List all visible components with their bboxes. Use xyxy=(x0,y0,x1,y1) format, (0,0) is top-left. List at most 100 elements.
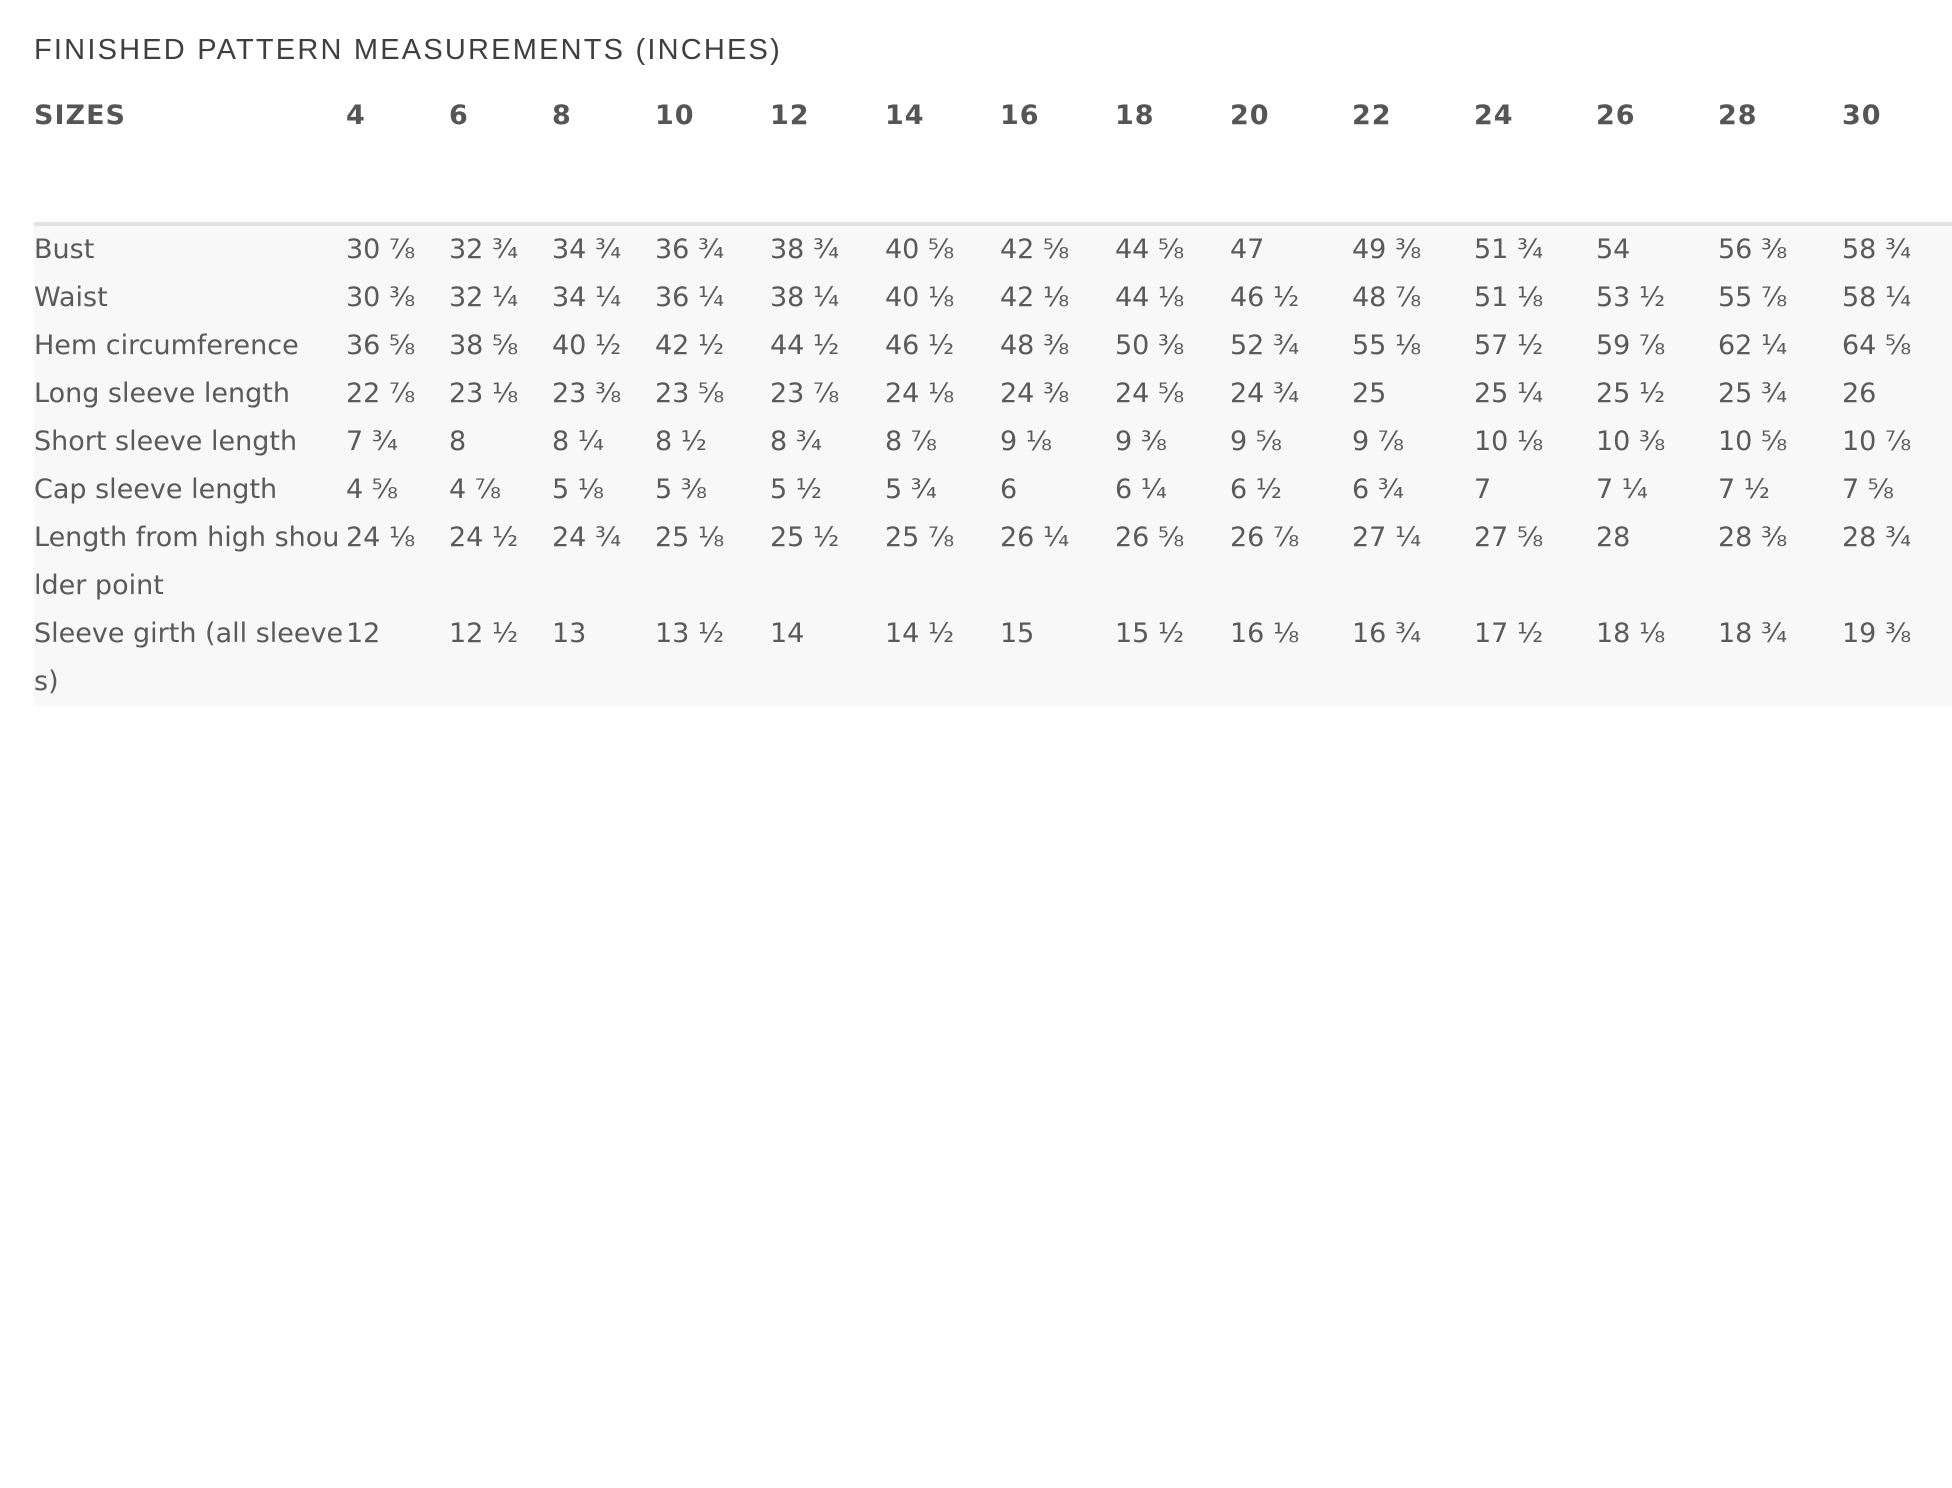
measurement-cell: 30 ⅜ xyxy=(346,282,416,313)
measurement-cell: 32 ¾ xyxy=(449,234,519,265)
measurement-cell: 34 ¼ xyxy=(552,282,622,313)
measurement-cell: 15 xyxy=(1000,618,1035,649)
row-label: Short sleeve length xyxy=(34,426,298,457)
measurement-cell: 64 ⅝ xyxy=(1842,330,1912,361)
measurement-cell: 24 ¾ xyxy=(1230,378,1300,409)
measurements-table: SIZES 4 6 8 10 12 14 16 18 20 22 24 26 28 30 Bust 30 ⅞… xyxy=(34,100,1952,706)
table-row: Hem circumference 36 ⅝ 38 ⅝ 40 ½ 42 ½ 44 ½ 46 … xyxy=(34,322,1952,370)
measurement-cell: 44 ⅝ xyxy=(1115,234,1185,265)
measurement-cell: 10 ⅞ xyxy=(1842,426,1912,457)
measurement-cell: 7 ½ xyxy=(1718,474,1770,505)
measurement-cell: 36 ⅝ xyxy=(346,330,416,361)
measurement-cell: 30 ⅞ xyxy=(346,234,416,265)
row-label: Bust xyxy=(34,234,95,265)
measurement-cell: 40 ⅛ xyxy=(885,282,955,313)
size-header: 14 xyxy=(885,100,925,131)
table-row: Cap sleeve length 4 ⅝ 4 ⅞ 5 ⅛ 5 ⅜ 5 ½ 5 ¾ 6 6 ¼ 6… xyxy=(34,466,1952,514)
measurement-cell: 23 ⅞ xyxy=(770,378,840,409)
measurement-cell: 62 ¼ xyxy=(1718,330,1788,361)
row-label: Length from high shoulder point xyxy=(34,522,340,601)
size-header: 4 xyxy=(346,100,366,131)
sizes-header: SIZES xyxy=(34,100,126,131)
measurement-cell: 38 ⅝ xyxy=(449,330,519,361)
measurement-cell: 49 ⅜ xyxy=(1352,234,1422,265)
size-header: 10 xyxy=(655,100,695,131)
measurement-cell: 59 ⅞ xyxy=(1596,330,1666,361)
measurement-cell: 54 xyxy=(1596,234,1631,265)
measurement-cell: 25 ⅛ xyxy=(655,522,725,553)
size-header: 16 xyxy=(1000,100,1040,131)
measurement-cell: 16 ¾ xyxy=(1352,618,1422,649)
size-header: 8 xyxy=(552,100,572,131)
measurement-cell: 23 ⅝ xyxy=(655,378,725,409)
measurement-cell: 13 xyxy=(552,618,587,649)
page-title: FINISHED PATTERN MEASUREMENTS (INCHES) xyxy=(34,34,782,66)
measurement-cell: 47 xyxy=(1230,234,1265,265)
measurement-cell: 19 ⅜ xyxy=(1842,618,1912,649)
measurement-cell: 10 ⅜ xyxy=(1596,426,1666,457)
table-row: Long sleeve length 22 ⅞ 23 ⅛ 23 ⅜ 23 ⅝ 23 ⅞ 24… xyxy=(34,370,1952,418)
measurement-cell: 10 ⅛ xyxy=(1474,426,1544,457)
measurement-cell: 13 ½ xyxy=(655,618,725,649)
measurement-cell: 24 ⅝ xyxy=(1115,378,1185,409)
measurement-cell: 7 ¼ xyxy=(1596,474,1648,505)
table-row: Short sleeve length 7 ¾ 8 8 ¼ 8 ½ 8 ¾ 8 ⅞ 9 ⅛ 9 … xyxy=(34,418,1952,466)
measurement-cell: 18 ⅛ xyxy=(1596,618,1666,649)
size-header: 26 xyxy=(1596,100,1636,131)
row-label: Sleeve girth (all sleeves) xyxy=(34,618,344,697)
measurement-cell: 25 ½ xyxy=(1596,378,1666,409)
measurement-cell: 36 ¼ xyxy=(655,282,725,313)
measurement-cell: 38 ¾ xyxy=(770,234,840,265)
measurement-cell: 6 ¼ xyxy=(1115,474,1167,505)
measurement-cell: 25 ½ xyxy=(770,522,840,553)
size-header: 28 xyxy=(1718,100,1758,131)
measurement-cell: 24 ⅜ xyxy=(1000,378,1070,409)
row-label: Long sleeve length xyxy=(34,378,290,409)
measurement-cell: 44 ½ xyxy=(770,330,840,361)
size-header: 20 xyxy=(1230,100,1270,131)
measurement-cell: 7 ⅝ xyxy=(1842,474,1894,505)
measurement-cell: 46 ½ xyxy=(1230,282,1300,313)
measurement-cell: 5 ½ xyxy=(770,474,822,505)
measurement-cell: 7 ¾ xyxy=(346,426,398,457)
measurement-cell: 10 ⅝ xyxy=(1718,426,1788,457)
measurement-cell: 28 xyxy=(1596,522,1631,553)
measurement-cell: 12 xyxy=(346,618,381,649)
measurement-cell: 51 ¾ xyxy=(1474,234,1544,265)
measurement-cell: 8 ⅞ xyxy=(885,426,937,457)
measurement-cell: 28 ⅜ xyxy=(1718,522,1788,553)
measurement-cell: 55 ⅛ xyxy=(1352,330,1422,361)
measurement-cell: 48 ⅜ xyxy=(1000,330,1070,361)
measurement-cell: 24 ½ xyxy=(449,522,519,553)
row-label: Cap sleeve length xyxy=(34,474,278,505)
table-row: Bust 30 ⅞ 32 ¾ 34 ¾ 36 ¾ 38 ¾ 40 ⅝ 42 ⅝ 44 ⅝ 47 49… xyxy=(34,224,1952,274)
size-header: 24 xyxy=(1474,100,1514,131)
measurement-cell: 34 ¾ xyxy=(552,234,622,265)
measurement-cell: 48 ⅞ xyxy=(1352,282,1422,313)
measurement-cell: 27 ¼ xyxy=(1352,522,1422,553)
measurement-cell: 22 ⅞ xyxy=(346,378,416,409)
measurement-cell: 46 ½ xyxy=(885,330,955,361)
row-label: Waist xyxy=(34,282,108,313)
measurement-cell: 8 ½ xyxy=(655,426,707,457)
measurement-cell: 50 ⅜ xyxy=(1115,330,1185,361)
measurement-cell: 44 ⅛ xyxy=(1115,282,1185,313)
measurement-cell: 32 ¼ xyxy=(449,282,519,313)
measurement-cell: 9 ⅞ xyxy=(1352,426,1404,457)
measurement-cell: 40 ½ xyxy=(552,330,622,361)
measurement-cell: 28 ¾ xyxy=(1842,522,1912,553)
measurement-cell: 27 ⅝ xyxy=(1474,522,1544,553)
measurement-cell: 9 ⅝ xyxy=(1230,426,1282,457)
measurement-cell: 55 ⅞ xyxy=(1718,282,1788,313)
measurement-cell: 42 ⅝ xyxy=(1000,234,1070,265)
measurement-cell: 6 ¾ xyxy=(1352,474,1404,505)
measurement-cell: 6 ½ xyxy=(1230,474,1282,505)
measurement-cell: 38 ¼ xyxy=(770,282,840,313)
measurement-cell: 25 ¾ xyxy=(1718,378,1788,409)
measurement-cell: 26 ¼ xyxy=(1000,522,1070,553)
table-row: Length from high shoulder point 24 ⅛ 24 ½ 2… xyxy=(34,514,1952,610)
measurement-cell: 17 ½ xyxy=(1474,618,1544,649)
measurement-cell: 24 ⅛ xyxy=(885,378,955,409)
table-row: Waist 30 ⅜ 32 ¼ 34 ¼ 36 ¼ 38 ¼ 40 ⅛ 42 ⅛ 44 ⅛ 46 … xyxy=(34,274,1952,322)
measurement-cell: 8 ¼ xyxy=(552,426,604,457)
